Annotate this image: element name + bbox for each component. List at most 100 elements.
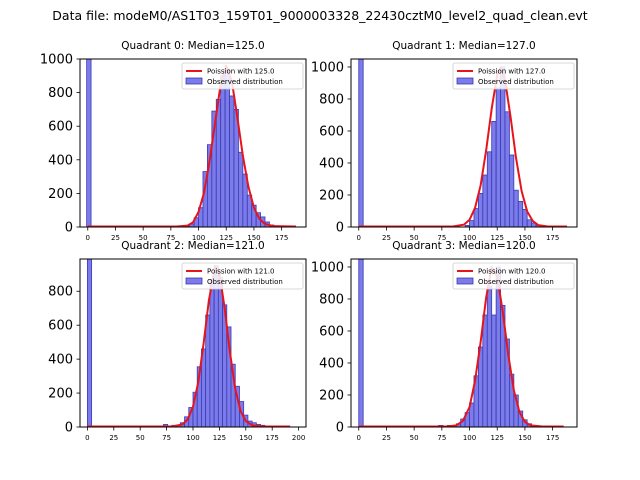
x-tick-label: 0 — [357, 434, 361, 442]
x-tick-label: 175 — [266, 434, 279, 442]
y-tick-label: 0 — [65, 421, 73, 436]
x-tick-label: 175 — [275, 234, 288, 242]
x-tick-label: 100 — [192, 234, 205, 242]
histogram-bar — [478, 192, 484, 227]
legend-label-poisson: Poission with 121.0 — [207, 268, 275, 276]
x-tick-label: 75 — [162, 434, 171, 442]
y-tick-label: 200 — [48, 387, 73, 402]
x-tick-label: 100 — [463, 234, 476, 242]
y-tick-label: 800 — [48, 285, 73, 300]
histogram-bar — [526, 219, 532, 227]
y-tick-label: 400 — [48, 153, 73, 168]
x-tick-label: 25 — [111, 234, 120, 242]
histogram-bar — [86, 59, 92, 227]
y-tick-label: 600 — [48, 319, 73, 334]
y-tick-label: 600 — [319, 325, 344, 340]
y-tick-label: 600 — [48, 120, 73, 135]
legend-bar-swatch — [456, 77, 474, 85]
legend-label-poisson: Poission with 120.0 — [478, 268, 546, 276]
legend-label-observed: Observed distribution — [207, 78, 283, 86]
x-tick-label: 100 — [463, 434, 476, 442]
x-tick-label: 0 — [85, 434, 89, 442]
histogram-bar — [482, 314, 488, 427]
histogram-bar — [491, 314, 497, 427]
x-tick-label: 150 — [518, 234, 531, 242]
x-tick-label: 125 — [220, 234, 233, 242]
histogram-bar — [205, 314, 211, 427]
y-tick-label: 400 — [319, 357, 344, 372]
legend-bar-swatch — [456, 277, 474, 285]
histogram-bar — [486, 285, 493, 427]
quadrant-0-panel: 0 25 50 75 100 125 150 175 0 200 400 600 800 1000 Quad… — [40, 40, 307, 242]
quadrant-3-panel: 0 25 50 75 100 125 150 175 0 200 400 600 800 1000 Quad… — [311, 240, 578, 442]
x-tick-label: 50 — [410, 234, 419, 242]
subplot-title: Quadrant 1: Median=127.0 — [392, 40, 535, 52]
poisson-curve-line — [358, 66, 568, 227]
x-tick-label: 50 — [410, 434, 419, 442]
y-tick-label: 0 — [65, 221, 73, 236]
histogram-bar — [517, 200, 524, 227]
legend-label-observed: Observed distribution — [207, 278, 283, 286]
figure-title: Data file: modeM0/AS1T03_159T01_90000033… — [52, 8, 588, 23]
histogram-bar — [509, 154, 515, 227]
legend-bar-swatch — [185, 277, 203, 285]
x-tick-label: 150 — [239, 434, 252, 442]
axes-frame — [350, 58, 578, 228]
x-tick-label: 175 — [546, 434, 559, 442]
histogram-bar — [224, 68, 230, 227]
histogram-bar — [486, 151, 493, 227]
quadrant-1-panel: 0 25 50 75 100 125 150 175 0 200 400 600 800 1000 Quad… — [311, 40, 578, 242]
legend-bar-swatch — [185, 77, 203, 85]
histogram-bar — [504, 111, 510, 227]
legend: Poission with 125.0 Observed distribution — [181, 62, 304, 90]
x-tick-label: 0 — [86, 234, 90, 242]
y-tick-label: 200 — [48, 187, 73, 202]
histogram-bar — [358, 59, 364, 227]
histogram-bar — [473, 208, 479, 227]
x-tick-label: 25 — [382, 434, 391, 442]
quadrant-2-panel: 0 25 50 75 100 125 150 175 200 0 200 400 600 800 Quadr… — [48, 240, 307, 442]
histogram-bar — [469, 220, 475, 227]
legend-label-observed: Observed distribution — [478, 278, 554, 286]
y-tick-label: 400 — [319, 157, 344, 172]
histogram-bar — [500, 66, 506, 227]
histogram-bar — [513, 189, 519, 227]
y-tick-label: 200 — [319, 389, 344, 404]
x-tick-label: 25 — [109, 434, 118, 442]
histogram-bar — [495, 87, 501, 227]
axes-frame — [79, 58, 307, 228]
x-tick-label: 75 — [437, 234, 446, 242]
x-tick-label: 0 — [357, 234, 361, 242]
legend: Poission with 120.0 Observed distribution — [452, 262, 575, 290]
y-tick-label: 1000 — [311, 261, 344, 276]
x-tick-label: 25 — [382, 234, 391, 242]
histogram-bar — [220, 75, 226, 227]
y-tick-label: 1000 — [40, 53, 73, 68]
y-tick-label: 200 — [319, 189, 344, 204]
quadrant-3-plot-area — [358, 259, 564, 427]
y-tick-label: 800 — [319, 93, 344, 108]
subplot-title: Quadrant 3: Median=120.0 — [392, 240, 535, 252]
subplot-title: Quadrant 0: Median=125.0 — [121, 40, 264, 52]
legend-box — [452, 262, 575, 290]
y-tick-label: 600 — [319, 125, 344, 140]
legend-label-poisson: Poission with 127.0 — [478, 68, 546, 76]
y-tick-label: 0 — [336, 421, 344, 436]
legend: Poission with 121.0 Observed distribution — [181, 262, 304, 290]
y-tick-label: 400 — [48, 353, 73, 368]
legend-box — [181, 62, 304, 90]
poisson-curve-line — [87, 64, 297, 227]
histogram-bar — [229, 95, 235, 227]
legend: Poission with 127.0 Observed distribution — [452, 62, 575, 90]
quadrant-1-plot-area — [358, 59, 568, 227]
legend-label-poisson: Poission with 125.0 — [207, 68, 275, 76]
poisson-curve-line — [358, 266, 564, 427]
histogram-bar — [213, 265, 219, 427]
legend-label-observed: Observed distribution — [478, 78, 554, 86]
histogram-bar — [217, 277, 223, 427]
legend-box — [452, 62, 575, 90]
x-tick-label: 50 — [136, 434, 145, 442]
x-tick-label: 150 — [518, 434, 531, 442]
x-tick-label: 75 — [166, 234, 175, 242]
